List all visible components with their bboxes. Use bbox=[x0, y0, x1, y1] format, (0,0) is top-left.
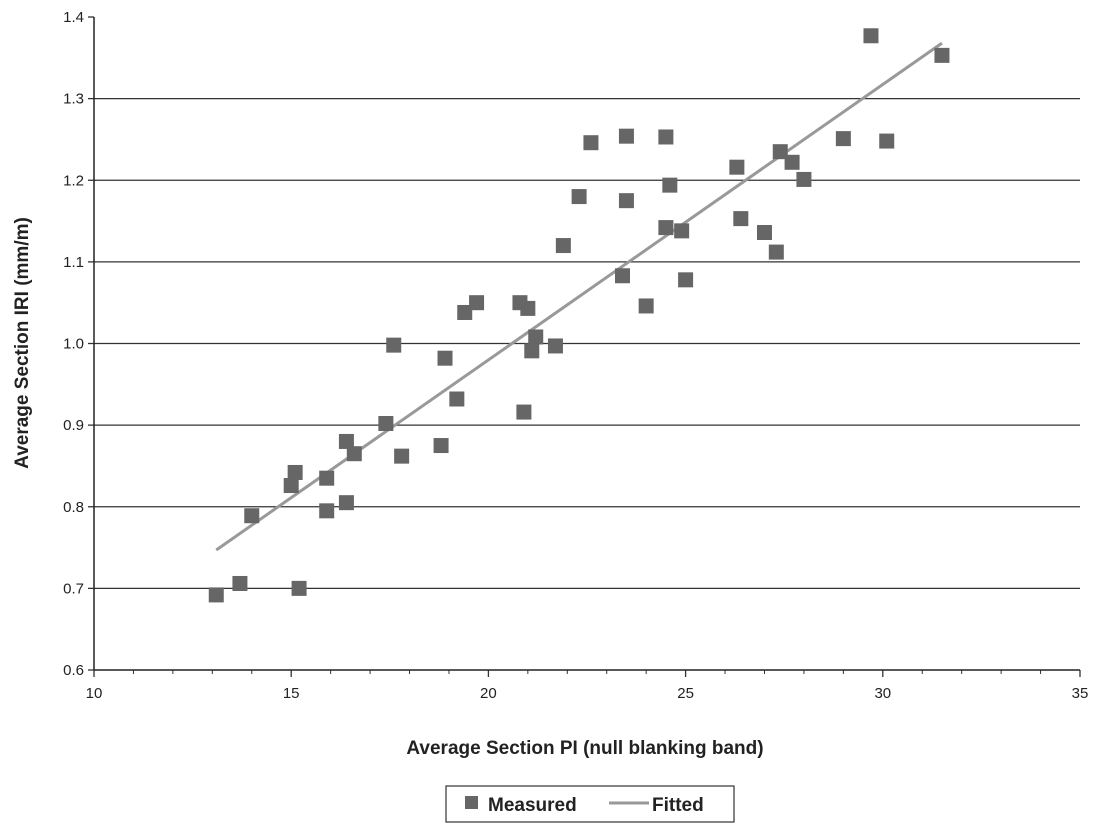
measured-point bbox=[733, 211, 749, 227]
measured-point bbox=[437, 350, 453, 366]
measured-point bbox=[516, 404, 532, 420]
y-tick-label: 1.2 bbox=[63, 172, 84, 189]
measured-point bbox=[338, 495, 354, 511]
axes bbox=[88, 16, 1081, 677]
measured-point bbox=[449, 391, 465, 407]
measured-point bbox=[386, 337, 402, 353]
x-tick-label: 35 bbox=[1072, 685, 1089, 702]
measured-point bbox=[772, 144, 788, 160]
legend-label-fitted: Fitted bbox=[652, 795, 704, 816]
measured-point bbox=[658, 129, 674, 145]
fitted-series bbox=[215, 41, 943, 552]
measured-series bbox=[208, 28, 950, 603]
measured-point bbox=[571, 189, 587, 205]
x-tick-label: 25 bbox=[677, 685, 694, 702]
measured-point bbox=[346, 446, 362, 462]
measured-point bbox=[394, 448, 410, 464]
measured-point bbox=[291, 580, 307, 596]
x-tick-label: 30 bbox=[874, 685, 891, 702]
fitted-line bbox=[215, 41, 943, 552]
legend-label-measured: Measured bbox=[488, 795, 577, 816]
measured-point bbox=[547, 338, 563, 354]
measured-point bbox=[528, 329, 544, 345]
measured-point bbox=[729, 159, 745, 175]
y-tick-label: 1.3 bbox=[63, 91, 84, 108]
measured-point bbox=[614, 268, 630, 284]
y-tick-label: 1.4 bbox=[63, 9, 84, 26]
measured-point bbox=[244, 508, 260, 524]
measured-point bbox=[338, 433, 354, 449]
measured-point bbox=[618, 128, 634, 144]
measured-point bbox=[756, 224, 772, 240]
legend-marker-measured bbox=[465, 796, 478, 809]
measured-point bbox=[934, 47, 950, 63]
measured-point bbox=[638, 298, 654, 314]
measured-point bbox=[378, 415, 394, 431]
x-tick-label: 20 bbox=[480, 685, 497, 702]
measured-point bbox=[287, 464, 303, 480]
x-tick-label: 15 bbox=[283, 685, 300, 702]
y-tick-label: 0.6 bbox=[63, 662, 84, 679]
measured-point bbox=[524, 343, 540, 359]
tick-labels: 0.6 0.7 0.8 0.9 1.0 1.1 1.2 1.3 1.4 10 15 20 25 30 35 bbox=[63, 9, 1088, 702]
measured-point bbox=[618, 193, 634, 209]
measured-point bbox=[658, 220, 674, 236]
measured-point bbox=[520, 300, 536, 316]
measured-point bbox=[208, 587, 224, 603]
measured-point bbox=[433, 438, 449, 454]
gridlines bbox=[94, 97, 1080, 590]
measured-point bbox=[662, 177, 678, 193]
legend-box bbox=[445, 785, 735, 823]
y-axis-title: Average Section IRI (mm/m) bbox=[12, 217, 33, 469]
legend: Measured Fitted bbox=[445, 785, 735, 823]
measured-point bbox=[784, 154, 800, 170]
y-tick-label: 0.9 bbox=[63, 417, 84, 434]
measured-point bbox=[319, 503, 335, 519]
measured-point bbox=[768, 244, 784, 260]
measured-point bbox=[469, 295, 485, 311]
measured-point bbox=[583, 135, 599, 151]
measured-point bbox=[457, 304, 473, 320]
y-tick-label: 0.7 bbox=[63, 580, 84, 597]
measured-point bbox=[319, 470, 335, 486]
measured-point bbox=[835, 131, 851, 147]
y-tick-label: 1.0 bbox=[63, 336, 84, 353]
measured-point bbox=[674, 223, 690, 239]
measured-point bbox=[863, 28, 879, 44]
x-tick-label: 10 bbox=[86, 685, 103, 702]
measured-point bbox=[678, 272, 694, 288]
y-tick-label: 0.8 bbox=[63, 499, 84, 516]
measured-point bbox=[555, 238, 571, 254]
y-tick-label: 1.1 bbox=[63, 254, 84, 271]
measured-point bbox=[232, 575, 248, 591]
measured-point bbox=[283, 478, 299, 494]
x-axis-title: Average Section PI (null blanking band) bbox=[406, 738, 763, 759]
measured-point bbox=[879, 133, 895, 149]
measured-point bbox=[796, 171, 812, 187]
